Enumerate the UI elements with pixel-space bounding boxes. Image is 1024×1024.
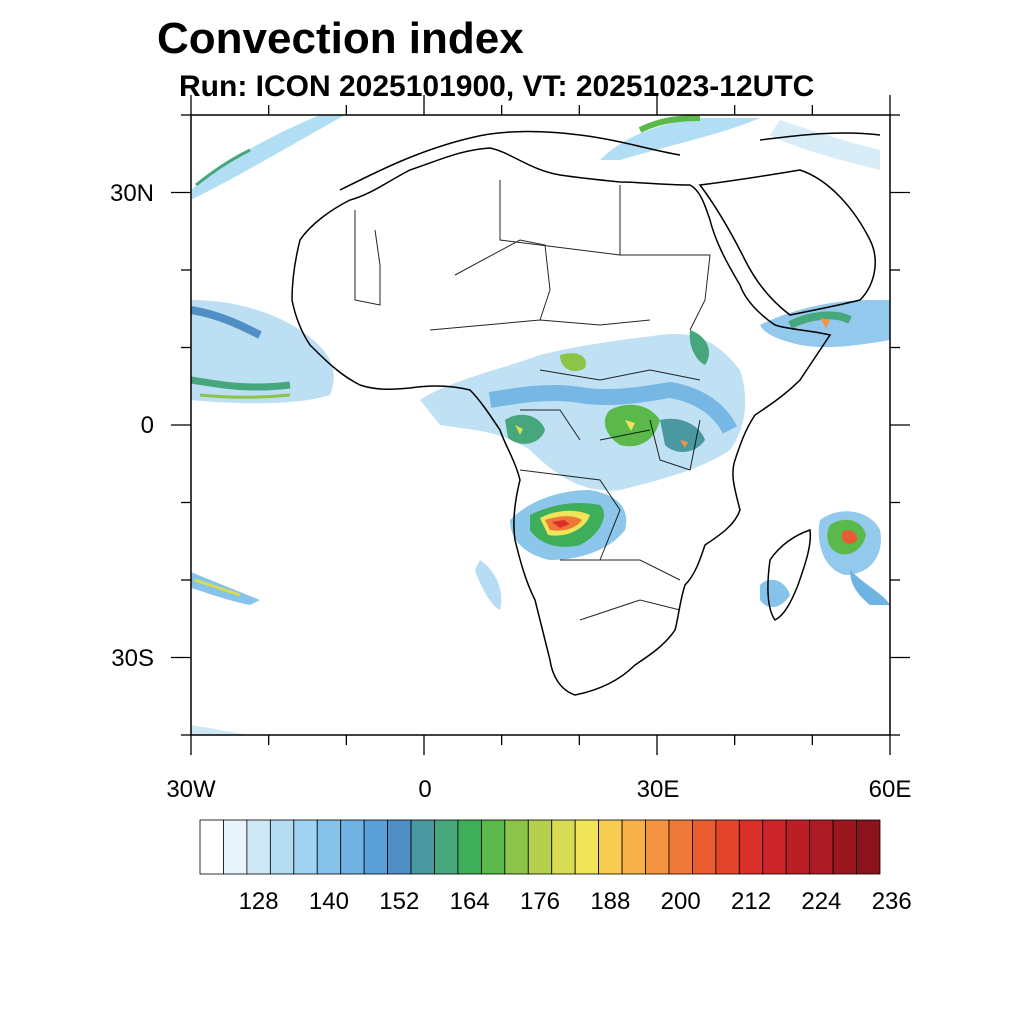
colorbar	[199, 819, 881, 875]
colorbar-swatch	[363, 819, 388, 875]
colorbar-swatch	[527, 819, 553, 875]
colorbar-swatch	[551, 819, 576, 875]
convection-field	[191, 115, 890, 735]
colorbar-swatch	[223, 819, 248, 875]
colorbar-swatch	[598, 819, 623, 875]
colorbar-tick-label: 236	[871, 888, 912, 915]
colorbar-swatch	[434, 819, 459, 875]
colorbar-tick-label: 128	[238, 888, 279, 915]
colorbar-swatch	[715, 819, 740, 875]
chart-title: Convection index	[157, 14, 524, 63]
colorbar-tick-label: 152	[379, 888, 420, 915]
colorbar-swatch	[480, 819, 506, 875]
colorbar-swatch	[457, 819, 482, 875]
x-label-60e: 60E	[868, 776, 912, 803]
colorbar-swatch	[246, 819, 271, 875]
colorbar-swatch	[387, 819, 412, 875]
colorbar-tick-label: 200	[660, 888, 701, 915]
colorbar-swatch	[809, 819, 834, 875]
colorbar-swatch	[293, 819, 318, 875]
colorbar-swatch	[316, 819, 342, 875]
coastlines	[291, 130, 881, 696]
x-label-0: 0	[418, 776, 432, 803]
colorbar-swatch	[410, 819, 435, 875]
colorbar-swatch	[762, 819, 787, 875]
colorbar-swatch	[856, 819, 881, 875]
colorbar-tick-label: 188	[590, 888, 631, 915]
x-label-30e: 30E	[636, 776, 680, 803]
y-label-0: 0	[140, 412, 154, 439]
colorbar-swatch	[340, 819, 365, 875]
colorbar-tick-label: 164	[449, 888, 490, 915]
colorbar-swatch	[574, 819, 600, 875]
colorbar-tick-label: 176	[519, 888, 561, 915]
colorbar-tick-label: 140	[308, 888, 349, 915]
colorbar-swatch	[832, 819, 857, 875]
colorbar-swatch	[621, 819, 646, 875]
colorbar-swatch	[645, 819, 670, 875]
axis-ticks	[171, 95, 910, 755]
y-label-30n: 30N	[109, 180, 154, 207]
colorbar-swatch	[785, 819, 811, 875]
colorbar-tick-label: 212	[731, 888, 772, 915]
x-label-30w: 30W	[166, 776, 216, 803]
y-label-30s: 30S	[111, 645, 154, 672]
colorbar-swatch	[199, 819, 224, 875]
colorbar-tick-label: 224	[801, 888, 842, 915]
colorbar-swatch	[504, 819, 529, 875]
colorbar-swatch	[668, 819, 693, 875]
chart-subtitle: Run: ICON 2025101900, VT: 20251023-12UTC	[179, 70, 815, 103]
colorbar-swatch	[269, 819, 295, 875]
colorbar-swatch	[738, 819, 764, 875]
colorbar-swatch	[692, 819, 717, 875]
country-borders	[354, 180, 711, 621]
